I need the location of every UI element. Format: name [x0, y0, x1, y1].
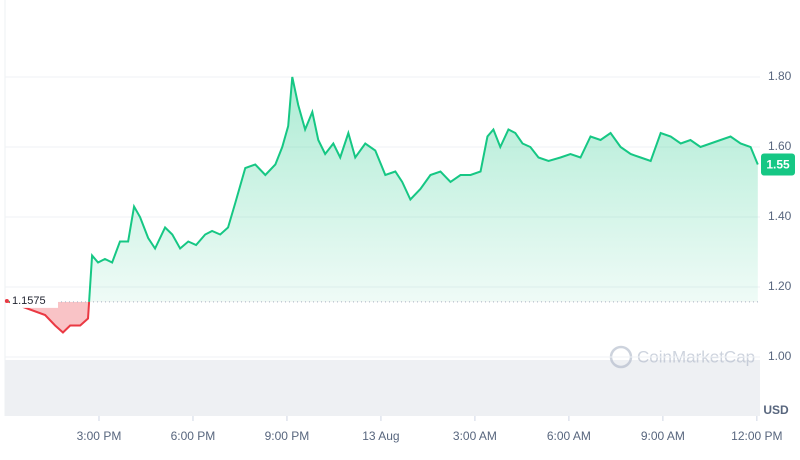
y-tick-label: 1.00	[768, 349, 792, 363]
area-down	[6, 301, 758, 333]
x-tick-label: 12:00 PM	[731, 429, 782, 443]
y-tick-label: 1.80	[768, 69, 792, 83]
baseline-label-bg	[10, 293, 58, 308]
y-tick-label: 1.20	[768, 279, 792, 293]
x-tick-label: 3:00 PM	[77, 429, 122, 443]
price-badge	[761, 153, 795, 176]
volume-area	[5, 360, 760, 416]
x-tick-label: 13 Aug	[362, 429, 399, 443]
x-tick-label: 6:00 AM	[547, 429, 591, 443]
y-axis-unit: USD	[763, 403, 789, 417]
price-badge-label: 1.55	[766, 158, 790, 172]
area-up	[6, 77, 758, 302]
price-line	[6, 76, 759, 302]
y-tick-label: 1.40	[768, 209, 792, 223]
baseline-label: 1.1575	[12, 295, 46, 307]
y-tick-label: 1.60	[768, 139, 792, 153]
x-tick-label: 9:00 AM	[641, 429, 685, 443]
baseline-dot	[4, 299, 9, 303]
x-tick-label: 6:00 PM	[171, 429, 216, 443]
x-tick-label: 9:00 PM	[265, 429, 310, 443]
x-tick-label: 3:00 AM	[453, 429, 497, 443]
